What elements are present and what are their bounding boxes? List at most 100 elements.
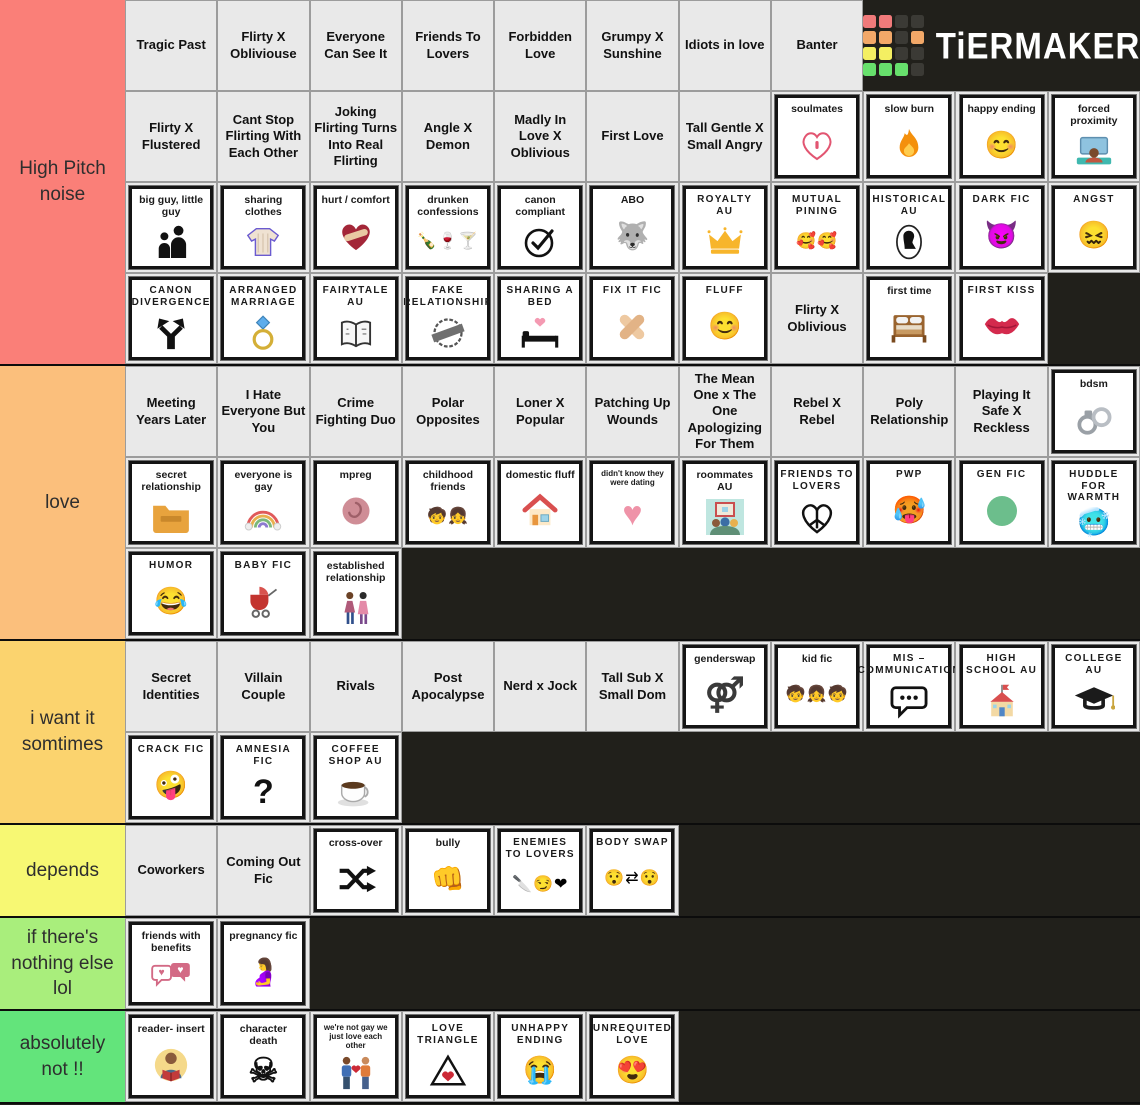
tier-label[interactable]: i want it somtimes	[0, 641, 125, 823]
entry-text-card[interactable]: Idiots in love	[678, 0, 771, 91]
entry-text-card[interactable]: First Love	[586, 91, 679, 182]
entry-image-card[interactable]: ARRANGED MARRIAGE	[217, 273, 310, 364]
entry-image-card[interactable]: COLLEGE AU	[1047, 641, 1140, 732]
entry-text-card[interactable]: Banter	[770, 0, 864, 91]
entry-text-card[interactable]: Flirty X Oblivious	[770, 273, 864, 364]
entry-text-card[interactable]: Patching Up Wounds	[586, 366, 679, 457]
entry-text-card[interactable]: Poly Relationship	[863, 366, 956, 457]
entry-text-card[interactable]: Rebel X Rebel	[770, 366, 864, 457]
entry-image-card[interactable]: secret relationship	[125, 457, 218, 548]
entry-image-card[interactable]: kid fic 🧒👧🧒	[770, 641, 864, 732]
entry-image-card[interactable]: bully 👊	[401, 825, 495, 916]
entry-image-card[interactable]: ABO 🐺	[586, 182, 679, 273]
entry-image-card[interactable]: soulmates	[770, 91, 864, 182]
entry-image-card[interactable]: MUTUAL PINING 🥰🥰	[770, 182, 864, 273]
entry-text-card[interactable]: Coming Out Fic	[217, 825, 310, 916]
tier-label[interactable]: High Pitch noise	[0, 0, 125, 364]
entry-image-card[interactable]: UNREQUITED LOVE 😍	[586, 1011, 679, 1102]
entry-text-card[interactable]: Polar Opposites	[401, 366, 495, 457]
entry-image-card[interactable]: HUDDLE FOR WARMTH 🥶	[1047, 457, 1140, 548]
entry-image-card[interactable]: BABY FIC	[217, 548, 310, 639]
entry-image-card[interactable]: everyone is gay	[217, 457, 310, 548]
tier-label[interactable]: absolutely not !!	[0, 1011, 125, 1102]
entry-image-card[interactable]: COFFEE SHOP AU	[309, 732, 402, 823]
entry-image-card[interactable]: roommates AU	[678, 457, 771, 548]
entry-image-card[interactable]: ANGST 😖	[1047, 182, 1140, 273]
entry-image-card[interactable]: GEN FIC	[955, 457, 1048, 548]
entry-image-card[interactable]: canon compliant	[494, 182, 587, 273]
entry-text-card[interactable]: Everyone Can See It	[309, 0, 402, 91]
entry-text-card[interactable]: Coworkers	[125, 825, 218, 916]
entry-text-card[interactable]: Villain Couple	[217, 641, 310, 732]
entry-text-card[interactable]: Forbidden Love	[494, 0, 587, 91]
entry-image-card[interactable]: forced proximity	[1047, 91, 1140, 182]
entry-text-card[interactable]: Madly In Love X Oblivious	[494, 91, 587, 182]
entry-image-card[interactable]: PWP 🥵	[863, 457, 956, 548]
entry-image-card[interactable]: we're not gay we just love each other	[309, 1011, 402, 1102]
tier-label[interactable]: depends	[0, 825, 125, 916]
entry-image-card[interactable]: childhood friends 🧒👧	[401, 457, 495, 548]
entry-image-card[interactable]: FRIENDS TO LOVERS	[770, 457, 864, 548]
entry-image-card[interactable]: big guy, little guy	[125, 182, 218, 273]
tiermaker-logo[interactable]: TiERMAKER	[862, 0, 1140, 91]
entry-image-card[interactable]: ROYALTY AU	[678, 182, 771, 273]
entry-text-card[interactable]: Loner X Popular	[494, 366, 587, 457]
entry-image-card[interactable]: CANON DIVERGENCE	[125, 273, 218, 364]
entry-image-card[interactable]: genderswap ⚤	[678, 641, 771, 732]
entry-image-card[interactable]: FAKE RELATIONSHIP	[401, 273, 495, 364]
entry-image-card[interactable]: pregnancy fic 🤰	[217, 918, 310, 1009]
entry-image-card[interactable]: AMNESIA FIC?	[217, 732, 310, 823]
entry-image-card[interactable]: hurt / comfort	[309, 182, 402, 273]
entry-image-card[interactable]: friends with benefits ♥ ♥	[125, 918, 218, 1009]
entry-image-card[interactable]: drunken confessions 🍾🍷🍸	[401, 182, 495, 273]
entry-text-card[interactable]: Post Apocalypse	[401, 641, 495, 732]
entry-image-card[interactable]: sharing clothes	[217, 182, 310, 273]
entry-image-card[interactable]: HIGH SCHOOL AU	[955, 641, 1048, 732]
entry-text-card[interactable]: Flirty X Obliviouse	[217, 0, 310, 91]
entry-image-card[interactable]: HUMOR 😂	[125, 548, 218, 639]
entry-image-card[interactable]: established relationship	[309, 548, 402, 639]
entry-image-card[interactable]: first time	[863, 273, 956, 364]
entry-image-card[interactable]: slow burn	[863, 91, 956, 182]
entry-text-card[interactable]: Angle X Demon	[401, 91, 495, 182]
entry-text-card[interactable]: Tragic Past	[125, 0, 218, 91]
entry-image-card[interactable]: FIX IT FIC	[586, 273, 679, 364]
entry-text-card[interactable]: Crime Fighting Duo	[309, 366, 402, 457]
entry-image-card[interactable]: SHARING A BED	[494, 273, 587, 364]
entry-image-card[interactable]: CRACK FIC 🤪	[125, 732, 218, 823]
entry-image-card[interactable]: didn't know they were dating ♥	[586, 457, 679, 548]
entry-image-card[interactable]: bdsm	[1047, 366, 1140, 457]
entry-text-card[interactable]: Joking Flirting Turns Into Real Flirting	[309, 91, 402, 182]
entry-text-card[interactable]: The Mean One x The One Apologizing For T…	[678, 366, 771, 457]
entry-text-card[interactable]: Playing It Safe X Reckless	[955, 366, 1048, 457]
entry-image-card[interactable]: happy ending 😊	[955, 91, 1048, 182]
entry-text-card[interactable]: I Hate Everyone But You	[217, 366, 310, 457]
entry-image-card[interactable]: FLUFF 😊	[678, 273, 771, 364]
entry-text-card[interactable]: Friends To Lovers	[401, 0, 495, 91]
entry-text-card[interactable]: Meeting Years Later	[125, 366, 218, 457]
tier-label[interactable]: if there's nothing else lol	[0, 918, 125, 1009]
entry-text-card[interactable]: Tall Gentle X Small Angry	[678, 91, 771, 182]
entry-image-card[interactable]: domestic fluff	[494, 457, 587, 548]
entry-image-card[interactable]: ENEMIES TO LOVERS 🔪😏❤	[494, 825, 587, 916]
entry-text-card[interactable]: Rivals	[309, 641, 402, 732]
entry-text-card[interactable]: Nerd x Jock	[494, 641, 587, 732]
entry-text-card[interactable]: Grumpy X Sunshine	[586, 0, 679, 91]
entry-image-card[interactable]: cross-over	[309, 825, 402, 916]
entry-image-card[interactable]: mpreg	[309, 457, 402, 548]
entry-image-card[interactable]: UNHAPPY ENDING 😭	[494, 1011, 587, 1102]
entry-image-card[interactable]: LOVE TRIANGLE	[401, 1011, 495, 1102]
entry-image-card[interactable]: FAIRYTALE AU	[309, 273, 402, 364]
entry-image-card[interactable]: DARK FIC 😈	[955, 182, 1048, 273]
entry-image-card[interactable]: MIS – COMMUNICATION	[858, 641, 960, 732]
entry-image-card[interactable]: BODY SWAP 😯⇄😯	[586, 825, 679, 916]
entry-image-card[interactable]: character death ☠	[217, 1011, 310, 1102]
entry-text-card[interactable]: Secret Identities	[125, 641, 218, 732]
entry-image-card[interactable]: HISTORICAL AU	[863, 182, 956, 273]
tier-label[interactable]: love	[0, 366, 125, 639]
entry-text-card[interactable]: Cant Stop Flirting With Each Other	[217, 91, 310, 182]
entry-image-card[interactable]: reader- insert	[125, 1011, 218, 1102]
entry-text-card[interactable]: Flirty X Flustered	[125, 91, 218, 182]
entry-text-card[interactable]: Tall Sub X Small Dom	[586, 641, 679, 732]
entry-image-card[interactable]: FIRST KISS	[955, 273, 1048, 364]
